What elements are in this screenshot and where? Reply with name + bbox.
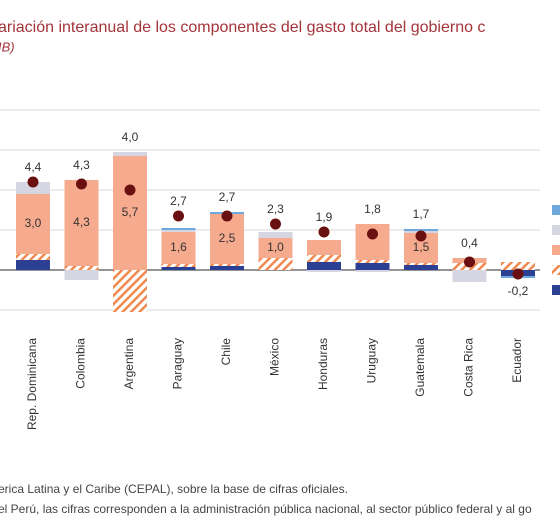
bar-segment <box>113 156 147 270</box>
segment-label: 1,6 <box>170 240 187 254</box>
bar-segment <box>16 260 50 270</box>
source-note: erica Latina y el Caribe (CEPAL), sobre … <box>0 482 348 496</box>
total-label: 4,4 <box>25 160 42 174</box>
bar-segment <box>16 194 50 254</box>
bar-segment <box>307 240 341 255</box>
legend-swatch <box>552 265 560 275</box>
total-dot <box>367 228 378 240</box>
total-label: 2,7 <box>219 190 236 204</box>
chart-subtitle: IB) <box>0 39 15 54</box>
bar-segment <box>404 229 438 231</box>
x-tick-label: Honduras <box>316 338 330 390</box>
total-label: 1,7 <box>413 207 430 221</box>
bar-segment <box>210 214 244 264</box>
bar-segment <box>113 270 147 312</box>
segment-label: 1,0 <box>267 240 284 254</box>
total-dot <box>512 268 524 280</box>
total-label: -0,2 <box>508 284 529 298</box>
segment-label: 5,7 <box>122 205 139 219</box>
bar-segment <box>307 262 341 270</box>
bar-segment <box>307 270 341 272</box>
bar-segment <box>161 264 196 267</box>
total-dot <box>415 230 427 242</box>
bar-segment <box>161 228 196 230</box>
legend-swatch <box>552 205 560 215</box>
total-dot <box>221 210 233 222</box>
segment-label: 1,5 <box>413 240 430 254</box>
x-tick-label: Colombia <box>74 338 88 389</box>
total-dot <box>27 176 39 188</box>
total-dot <box>76 178 87 190</box>
total-dot <box>318 226 330 238</box>
bar-segment <box>258 238 293 258</box>
x-tick-label: Paraguay <box>171 338 185 389</box>
bar-segment <box>64 270 99 280</box>
bar-segment <box>501 262 535 270</box>
bar-segment <box>404 263 438 265</box>
x-tick-label: Ecuador <box>510 338 524 383</box>
bar-segment <box>258 232 293 238</box>
bar-segment <box>404 265 438 270</box>
segment-label: 3,0 <box>25 216 42 230</box>
x-tick-label: Rep. Dominicana <box>25 338 39 430</box>
bar-segment <box>113 152 147 156</box>
bar-segment <box>258 258 293 270</box>
bar-segment <box>161 267 196 270</box>
bar-segment <box>161 230 196 232</box>
bar-segment <box>210 266 244 270</box>
bar-segment <box>355 260 390 263</box>
segment-label: 4,3 <box>73 215 90 229</box>
chart-title: ariación interanual de los componentes d… <box>0 19 485 36</box>
x-tick-label: Costa Rica <box>462 338 476 397</box>
bar-segment <box>210 264 244 266</box>
total-label: 4,3 <box>73 158 90 172</box>
bar-segment <box>16 254 50 260</box>
x-tick-label: Guatemala <box>413 338 427 397</box>
bar-segment <box>355 263 390 270</box>
source-note: el Perú, las cifras corresponden a la ad… <box>0 502 532 516</box>
total-label: 4,0 <box>122 130 139 144</box>
bar-segment <box>355 270 390 272</box>
x-tick-label: Chile <box>219 338 233 366</box>
total-dot <box>270 218 281 230</box>
x-tick-label: Uruguay <box>365 338 379 383</box>
bar-segment <box>307 255 341 262</box>
total-dot <box>464 256 475 268</box>
bar-segment <box>16 182 50 194</box>
legend-swatch <box>552 285 560 295</box>
x-tick-label: México <box>268 338 282 376</box>
legend-swatch <box>552 245 560 255</box>
total-label: 1,9 <box>316 210 333 224</box>
segment-label: 2,5 <box>219 231 236 245</box>
bar-segment <box>64 266 99 270</box>
bar-segment <box>64 180 99 266</box>
total-label: 2,3 <box>267 202 284 216</box>
x-tick-label: Argentina <box>122 338 136 390</box>
legend-swatch <box>552 225 560 235</box>
total-label: 0,4 <box>461 236 478 250</box>
bar-segment <box>161 232 196 264</box>
total-dot <box>124 184 136 196</box>
bar-segment <box>452 270 487 282</box>
total-label: 2,7 <box>170 194 187 208</box>
total-dot <box>173 210 184 222</box>
total-label: 1,8 <box>364 202 381 216</box>
